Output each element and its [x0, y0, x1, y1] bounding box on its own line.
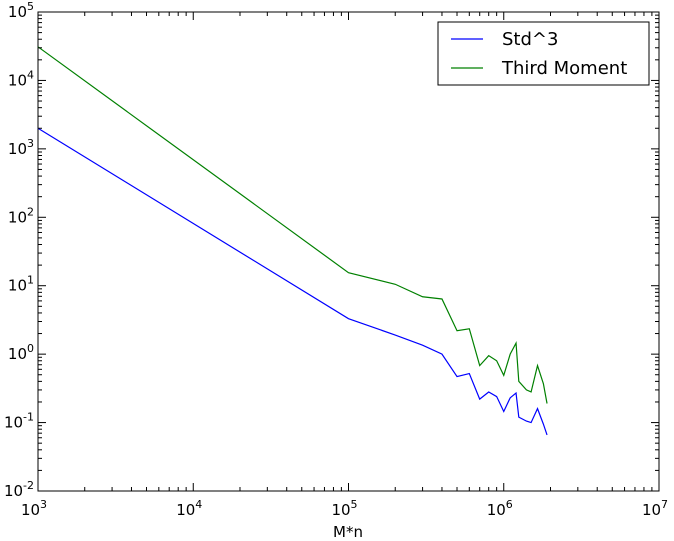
- y-tick-base: 10: [8, 140, 27, 158]
- y-tick-exponent: -2: [23, 479, 34, 492]
- x-tick-exponent: 5: [351, 498, 358, 511]
- x-tick-label: 103: [21, 498, 47, 519]
- x-tick-base: 10: [642, 501, 661, 519]
- y-tick-label: 10-2: [4, 479, 34, 500]
- x-tick-label: 106: [487, 498, 513, 519]
- y-tick-label: 100: [8, 342, 34, 363]
- x-tick-base: 10: [487, 501, 506, 519]
- x-tick-exponent: 4: [195, 498, 202, 511]
- y-tick-exponent: 4: [27, 68, 34, 81]
- x-tick-label: 105: [331, 498, 357, 519]
- y-tick-exponent: 5: [27, 0, 34, 13]
- y-tick-exponent: 0: [27, 342, 34, 355]
- series-line-2: [37, 46, 548, 404]
- y-tick-exponent: 3: [27, 137, 34, 150]
- y-tick-label: 104: [8, 68, 34, 89]
- x-tick-base: 10: [21, 501, 40, 519]
- legend-label-1: Std^3: [502, 29, 558, 50]
- y-tick-base: 10: [8, 71, 27, 89]
- legend: Std^3 Third Moment: [437, 21, 650, 86]
- y-tick-base: 10: [4, 482, 23, 500]
- tick-layer: 103 104 105 106 10710-210-110010110210310410…: [4, 0, 668, 519]
- y-tick-exponent: 2: [27, 205, 34, 218]
- series-layer: [37, 46, 548, 436]
- x-tick-exponent: 7: [661, 498, 668, 511]
- y-tick-base: 10: [8, 277, 27, 295]
- y-tick-label: 105: [8, 0, 34, 21]
- x-tick-label: 107: [642, 498, 668, 519]
- legend-box: [437, 21, 650, 86]
- y-tick-base: 10: [8, 208, 27, 226]
- y-tick-label: 103: [8, 137, 34, 158]
- y-tick-base: 10: [8, 345, 27, 363]
- y-tick-label: 101: [8, 274, 34, 295]
- x-tick-base: 10: [176, 501, 195, 519]
- y-tick-label: 10-1: [4, 411, 34, 432]
- x-tick-label: 104: [176, 498, 202, 519]
- x-tick-base: 10: [331, 501, 350, 519]
- x-axis-label: M*n: [333, 523, 363, 541]
- x-tick-exponent: 6: [506, 498, 513, 511]
- y-tick-exponent: 1: [27, 274, 34, 287]
- y-tick-base: 10: [8, 3, 27, 21]
- plot-frame: [37, 11, 660, 492]
- series-line-1: [37, 127, 548, 436]
- plot-area: 103 104 105 106 10710-210-110010110210310410…: [4, 0, 668, 519]
- x-tick-exponent: 3: [40, 498, 47, 511]
- y-tick-base: 10: [4, 414, 23, 432]
- y-tick-label: 102: [8, 205, 34, 226]
- y-tick-exponent: -1: [23, 411, 34, 424]
- legend-label-2: Third Moment: [501, 58, 627, 79]
